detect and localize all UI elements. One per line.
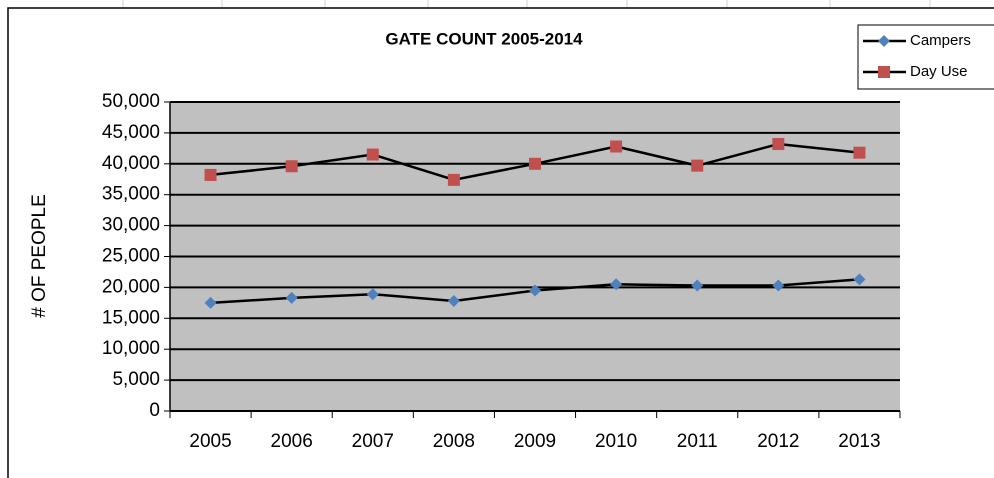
sheet-grid: [122, 0, 931, 8]
data-point: [853, 273, 866, 286]
data-point: [610, 278, 623, 291]
data-point: [691, 159, 704, 172]
x-tick-label: 2012: [757, 431, 799, 452]
data-point: [878, 35, 890, 47]
data-point: [853, 146, 866, 159]
x-tick-label: 2013: [838, 431, 880, 452]
data-point: [529, 157, 541, 170]
data-point: [366, 148, 379, 161]
x-tick-label: 2006: [271, 431, 313, 452]
chart-border: [7, 7, 994, 478]
data-point: [772, 138, 785, 151]
data-point: [285, 160, 298, 173]
y-tick-label: 50,000: [102, 91, 160, 112]
y-axis-title: # OF PEOPLE: [29, 194, 50, 318]
legend-box: [857, 24, 994, 90]
data-point: [204, 168, 217, 181]
legend-label: Day Use: [910, 63, 968, 80]
x-tick-label: 2011: [677, 431, 718, 452]
x-tick-label: 2005: [189, 431, 231, 452]
data-point: [878, 66, 890, 78]
data-point: [204, 296, 217, 309]
y-tick-label: 35,000: [102, 184, 160, 205]
data-point: [285, 291, 298, 304]
x-tick-label: 2007: [352, 431, 394, 452]
y-tick-label: 40,000: [102, 153, 160, 174]
x-tick-label: 2010: [595, 431, 637, 452]
legend-label: Campers: [910, 32, 971, 49]
y-tick-label: 10,000: [102, 338, 160, 359]
x-tick-label: 2009: [514, 431, 556, 452]
data-point: [447, 173, 460, 186]
data-point: [610, 140, 623, 153]
x-tick-label: 2008: [433, 431, 475, 452]
y-tick-label: 25,000: [102, 246, 160, 267]
y-tick-label: 0: [149, 400, 160, 421]
y-tick-label: 5,000: [112, 369, 160, 390]
y-tick-label: 15,000: [102, 307, 160, 328]
data-point: [447, 294, 460, 307]
chart-title: GATE COUNT 2005-2014: [385, 29, 583, 48]
data-point: [366, 288, 379, 301]
y-tick-label: 30,000: [102, 215, 160, 236]
data-point: [772, 279, 785, 292]
y-tick-label: 45,000: [102, 122, 160, 143]
data-point: [691, 279, 704, 292]
y-tick-label: 20,000: [102, 276, 160, 297]
data-point: [529, 284, 541, 297]
